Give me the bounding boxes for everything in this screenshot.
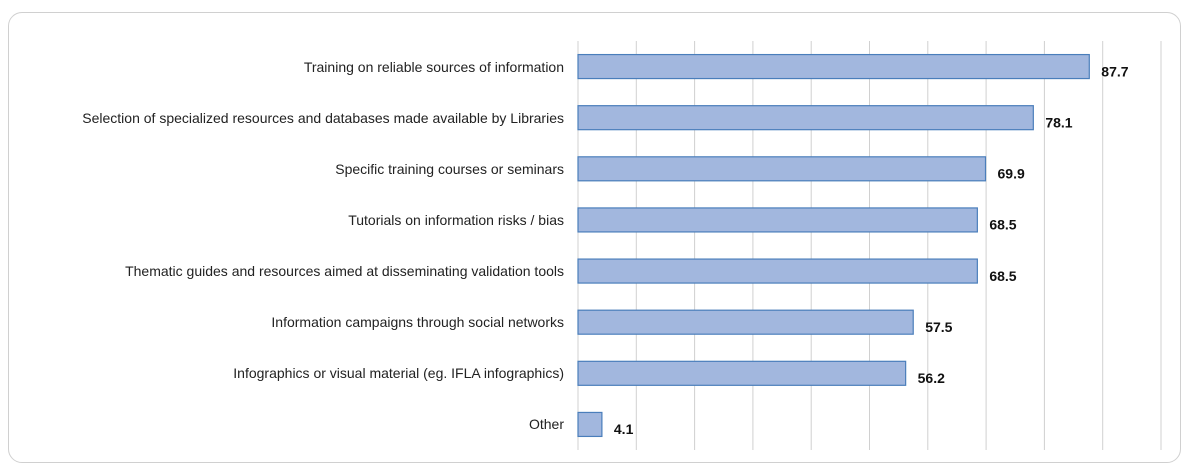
value-label: 78.1 <box>1045 114 1072 130</box>
value-label: 57.5 <box>925 319 952 335</box>
value-label: 68.5 <box>989 268 1016 284</box>
category-label: Specific training courses or seminars <box>335 160 564 177</box>
category-label: Tutorials on information risks / bias <box>348 211 564 228</box>
value-label: 87.7 <box>1101 63 1128 79</box>
bar <box>577 105 1034 131</box>
bar <box>577 156 987 182</box>
category-label: Information campaigns through social net… <box>271 314 564 331</box>
bar <box>577 258 978 284</box>
category-label: Other <box>528 416 564 433</box>
bar <box>577 309 914 335</box>
value-label: 4.1 <box>614 421 634 437</box>
bar <box>577 207 978 233</box>
category-label: Selection of specialized resources and d… <box>82 109 564 126</box>
chart-frame <box>8 12 1181 463</box>
category-label: Training on reliable sources of informat… <box>303 58 564 75</box>
category-label: Infographics or visual material (eg. IFL… <box>233 365 564 382</box>
bar <box>577 53 1090 80</box>
bar <box>577 411 603 438</box>
bar <box>577 360 907 386</box>
value-label: 68.5 <box>989 217 1016 233</box>
category-label: Thematic guides and resources aimed at d… <box>125 263 564 280</box>
value-label: 56.2 <box>918 370 945 386</box>
value-label: 69.9 <box>998 166 1025 182</box>
